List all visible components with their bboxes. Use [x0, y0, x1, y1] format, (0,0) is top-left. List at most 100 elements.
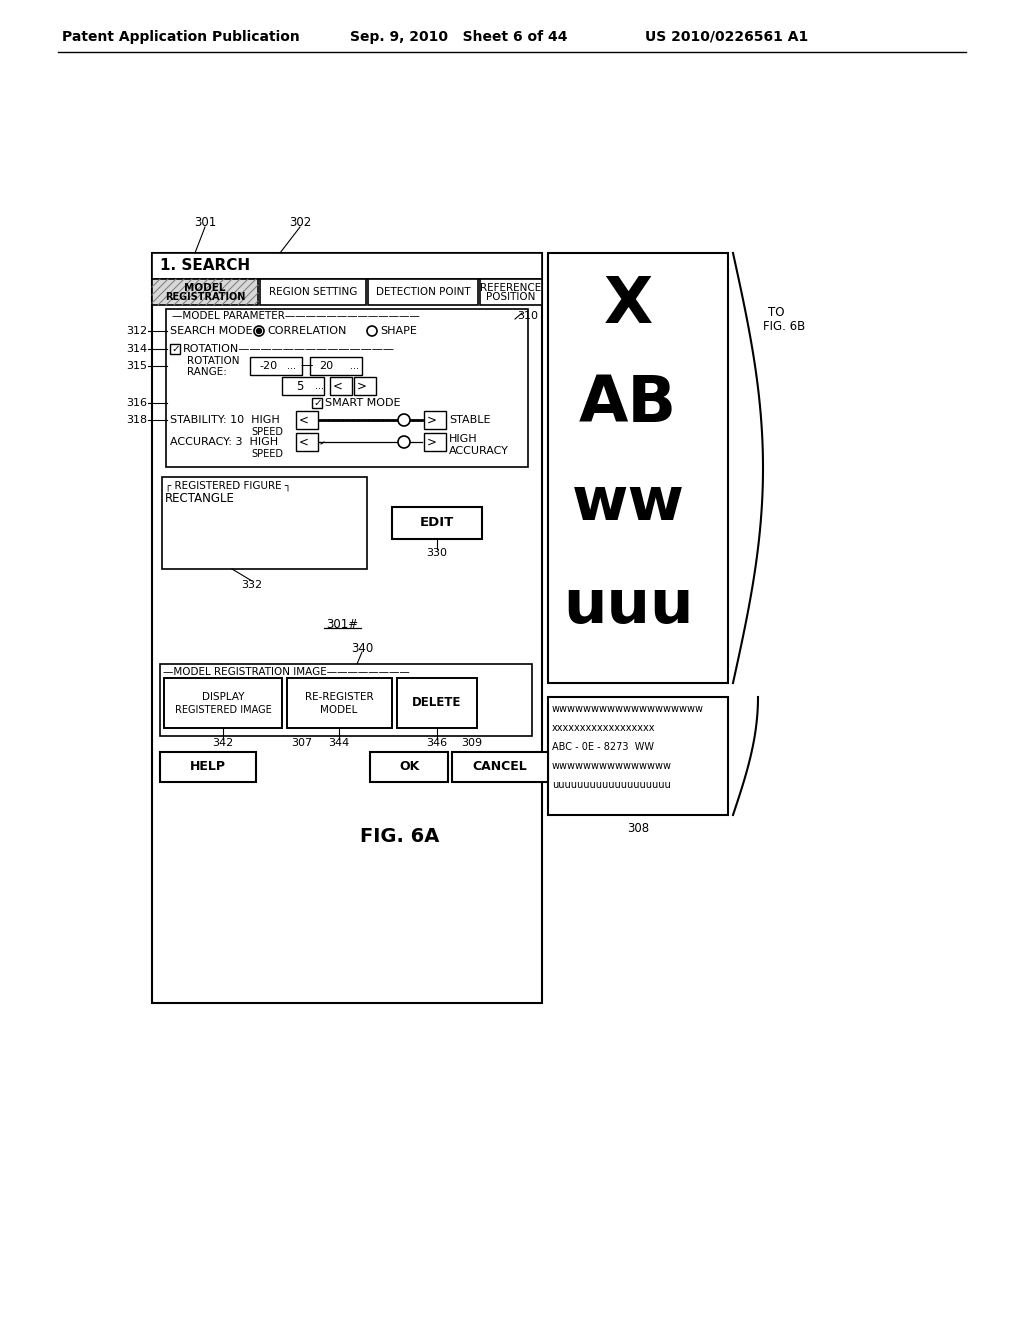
- Bar: [250, 356, 302, 375]
- Text: 342: 342: [212, 738, 233, 748]
- Text: 312: 312: [126, 326, 147, 337]
- Text: Patent Application Publication: Patent Application Publication: [62, 30, 300, 44]
- Text: ACCURACY: 3  HIGH: ACCURACY: 3 HIGH: [170, 437, 279, 447]
- Bar: [282, 378, 324, 395]
- Text: AB: AB: [579, 374, 677, 436]
- Text: <: <: [333, 380, 343, 392]
- Text: 346: 346: [426, 738, 447, 748]
- Circle shape: [398, 436, 410, 447]
- Text: CORRELATION: CORRELATION: [267, 326, 346, 337]
- Text: wwwwwwwwwwwwwwwwwww: wwwwwwwwwwwwwwwwwww: [552, 704, 705, 714]
- Text: SPEED: SPEED: [251, 449, 283, 459]
- Bar: [310, 356, 362, 375]
- Circle shape: [256, 329, 261, 334]
- Circle shape: [254, 326, 264, 337]
- Text: ...: ...: [287, 360, 296, 371]
- Text: 340: 340: [351, 642, 373, 655]
- Text: uuuuuuuuuuuuuuuuuuu: uuuuuuuuuuuuuuuuuuu: [552, 780, 671, 789]
- Text: ...: ...: [350, 360, 359, 371]
- Text: SHAPE: SHAPE: [380, 326, 417, 337]
- Text: REGISTERED IMAGE: REGISTERED IMAGE: [175, 705, 271, 715]
- Text: CANCEL: CANCEL: [473, 760, 527, 774]
- Text: xxxxxxxxxxxxxxxxxx: xxxxxxxxxxxxxxxxxx: [552, 723, 655, 733]
- Bar: [452, 752, 548, 781]
- Text: HELP: HELP: [190, 760, 226, 774]
- Text: —MODEL PARAMETER—————————————: —MODEL PARAMETER—————————————: [172, 312, 420, 321]
- Bar: [480, 279, 542, 305]
- Text: 307: 307: [292, 738, 312, 748]
- Text: ✓: ✓: [313, 399, 322, 408]
- Text: DELETE: DELETE: [413, 697, 462, 710]
- Text: ...: ...: [315, 381, 324, 391]
- Text: STABILITY: 10  HIGH: STABILITY: 10 HIGH: [170, 414, 280, 425]
- Text: RE-REGISTER: RE-REGISTER: [305, 692, 374, 702]
- Text: -20: -20: [259, 360, 278, 371]
- Bar: [164, 678, 282, 729]
- Bar: [424, 433, 446, 451]
- Text: HIGH: HIGH: [449, 434, 477, 444]
- Text: US 2010/0226561 A1: US 2010/0226561 A1: [645, 30, 808, 44]
- Text: 315: 315: [126, 360, 147, 371]
- Text: 301#: 301#: [326, 618, 358, 631]
- Bar: [548, 697, 728, 814]
- Text: 309: 309: [462, 738, 482, 748]
- Text: >: >: [427, 436, 437, 449]
- Text: OK: OK: [399, 760, 419, 774]
- Text: 316: 316: [126, 399, 147, 408]
- Bar: [166, 309, 528, 467]
- Text: 1. SEARCH: 1. SEARCH: [160, 259, 250, 273]
- Bar: [296, 411, 318, 429]
- Bar: [260, 279, 366, 305]
- Bar: [312, 399, 322, 408]
- Text: REGION SETTING: REGION SETTING: [269, 286, 357, 297]
- Text: RECTANGLE: RECTANGLE: [165, 492, 234, 506]
- Text: >: >: [427, 413, 437, 426]
- Text: SPEED: SPEED: [251, 426, 283, 437]
- Text: RANGE:: RANGE:: [187, 367, 227, 378]
- Text: Sep. 9, 2010   Sheet 6 of 44: Sep. 9, 2010 Sheet 6 of 44: [350, 30, 567, 44]
- Text: 310: 310: [517, 312, 538, 321]
- Bar: [392, 507, 482, 539]
- Bar: [330, 378, 352, 395]
- Text: REFERENCE: REFERENCE: [480, 282, 542, 293]
- Bar: [354, 378, 376, 395]
- Bar: [162, 477, 367, 569]
- Text: REGISTRATION: REGISTRATION: [165, 292, 245, 302]
- Bar: [397, 678, 477, 729]
- Text: EDIT: EDIT: [420, 516, 454, 529]
- Text: 314: 314: [126, 345, 147, 354]
- Text: X: X: [603, 275, 652, 337]
- Bar: [368, 279, 478, 305]
- Bar: [287, 678, 392, 729]
- Text: ┌ REGISTERED FIGURE ┐: ┌ REGISTERED FIGURE ┐: [165, 480, 291, 491]
- Text: 318: 318: [126, 414, 147, 425]
- Text: SEARCH MODE:: SEARCH MODE:: [170, 326, 256, 337]
- Bar: [160, 752, 256, 781]
- Text: FIG. 6B: FIG. 6B: [763, 321, 805, 334]
- Text: —: —: [300, 359, 312, 372]
- Text: ABC - 0E - 8273  WW: ABC - 0E - 8273 WW: [552, 742, 654, 752]
- Text: 5: 5: [296, 380, 303, 392]
- Bar: [152, 253, 542, 1003]
- Text: MODEL: MODEL: [321, 705, 357, 715]
- Text: ww: ww: [571, 474, 684, 532]
- Text: 330: 330: [427, 548, 447, 558]
- Text: MODEL: MODEL: [184, 282, 225, 293]
- Text: 301: 301: [194, 216, 216, 230]
- Bar: [160, 664, 532, 737]
- Text: ACCURACY: ACCURACY: [449, 446, 509, 455]
- Text: 308: 308: [627, 822, 649, 836]
- Text: DETECTION POINT: DETECTION POINT: [376, 286, 470, 297]
- Text: ROTATION: ROTATION: [187, 356, 240, 366]
- Text: DISPLAY: DISPLAY: [202, 692, 245, 702]
- Bar: [152, 253, 542, 279]
- Text: SMART MODE: SMART MODE: [325, 399, 400, 408]
- Bar: [548, 253, 728, 682]
- Text: wwwwwwwwwwwwwww: wwwwwwwwwwwwwww: [552, 762, 672, 771]
- Text: 332: 332: [242, 579, 262, 590]
- Text: ROTATION——————————————: ROTATION——————————————: [183, 345, 395, 354]
- Text: POSITION: POSITION: [486, 292, 536, 302]
- Bar: [370, 752, 449, 781]
- Text: <: <: [299, 436, 309, 449]
- Bar: [424, 411, 446, 429]
